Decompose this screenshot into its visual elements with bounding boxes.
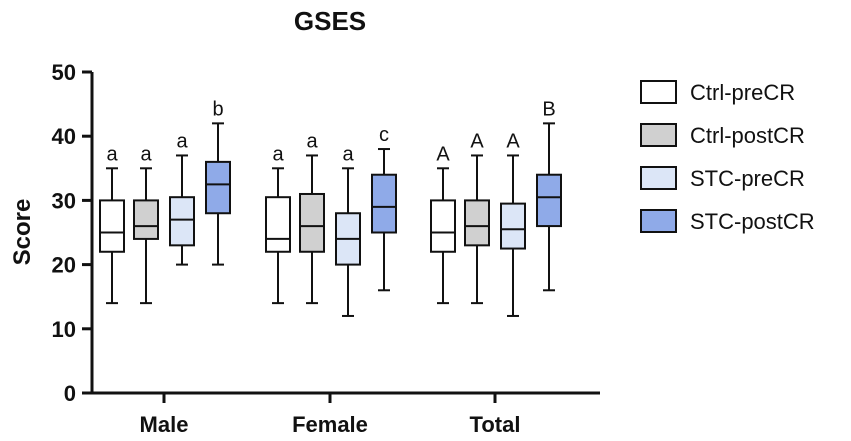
legend-label: Ctrl-postCR	[690, 123, 805, 148]
significance-label: B	[542, 98, 555, 120]
box-iqr	[133, 199, 159, 240]
box-iqr	[500, 202, 526, 250]
significance-label: A	[436, 143, 450, 165]
y-tick-label: 40	[52, 124, 76, 149]
significance-label: a	[306, 130, 318, 152]
box-iqr	[371, 173, 397, 234]
significance-label: a	[140, 143, 152, 165]
legend-swatch	[640, 80, 677, 104]
significance-label: a	[106, 143, 118, 165]
legend-label: STC-postCR	[690, 209, 815, 234]
box-iqr	[430, 199, 456, 253]
y-axis-label: Score	[9, 199, 36, 266]
box-iqr	[205, 160, 231, 215]
y-tick-label: 20	[52, 253, 76, 278]
legend-swatch	[640, 166, 677, 190]
x-tick-label: Male	[140, 412, 189, 437]
box-iqr	[99, 199, 125, 253]
significance-label: a	[342, 143, 354, 165]
legend-label: Ctrl-preCR	[690, 80, 795, 105]
box-iqr	[169, 196, 195, 247]
y-tick-label: 50	[52, 60, 76, 85]
box-iqr	[299, 192, 325, 253]
chart-title: GSES	[294, 6, 366, 36]
x-tick-label: Female	[292, 412, 368, 437]
box-iqr	[536, 173, 562, 228]
significance-label: c	[379, 124, 389, 146]
box-iqr	[464, 199, 490, 247]
legend-swatch	[640, 209, 677, 233]
x-tick-label: Total	[470, 412, 521, 437]
significance-label: A	[506, 130, 520, 152]
significance-label: a	[176, 130, 188, 152]
y-tick-label: 30	[52, 188, 76, 213]
box-iqr	[265, 196, 291, 253]
y-tick-label: 0	[64, 381, 76, 406]
y-tick-label: 10	[52, 317, 76, 342]
significance-label: b	[212, 98, 223, 120]
legend-label: STC-preCR	[690, 166, 805, 191]
significance-label: a	[272, 143, 284, 165]
legend: Ctrl-preCR Ctrl-postCR STC-preCR STC-postCR	[640, 80, 815, 234]
significance-label: A	[470, 130, 484, 152]
legend-swatch	[640, 123, 677, 147]
